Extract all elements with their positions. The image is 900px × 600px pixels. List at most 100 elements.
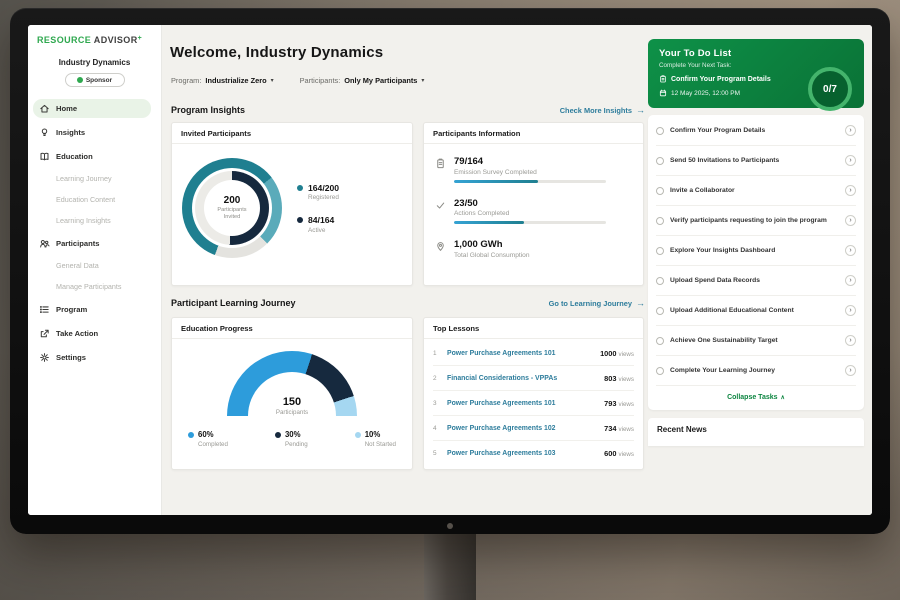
task-row[interactable]: Explore Your Insights Dashboard › [656, 236, 856, 267]
task-checkbox[interactable] [656, 186, 664, 195]
sidebar-item-program[interactable]: Program [28, 300, 161, 319]
legend-dot [297, 184, 303, 191]
sidebar-item-label: Learning Journey [56, 174, 112, 183]
sidebar-item-label: Education [56, 151, 93, 161]
lesson-title-link[interactable]: Financial Considerations - VPPAs [447, 374, 558, 382]
task-checkbox[interactable] [656, 126, 664, 135]
collapse-label: Collapse Tasks [727, 394, 778, 402]
task-checkbox[interactable] [656, 216, 664, 225]
lesson-title-link[interactable]: Power Purchase Agreements 101 [447, 399, 556, 407]
task-checkbox[interactable] [656, 276, 664, 285]
lesson-views: 793 views [604, 398, 634, 408]
task-checkbox[interactable] [656, 306, 664, 315]
task-checkbox[interactable] [656, 366, 664, 375]
task-chevron-icon[interactable]: › [845, 305, 856, 317]
task-checkbox[interactable] [656, 246, 664, 255]
sidebar-item-label: Education Content [56, 195, 116, 204]
sidebar-item-learning-insights[interactable]: Learning Insights [28, 213, 161, 229]
page-title: Welcome, Industry Dynamics [170, 44, 384, 61]
info-row-consumption: 1,000 GWh Total Global Consumption [434, 239, 633, 259]
lesson-row[interactable]: 1 Power Purchase Agreements 101 1000 view… [433, 341, 634, 366]
lesson-views: 600 views [604, 449, 634, 458]
todo-due-date-label: 12 May 2025, 12:00 PM [671, 89, 741, 97]
task-chevron-icon[interactable]: › [845, 335, 856, 347]
task-row[interactable]: Complete Your Learning Journey › [656, 356, 856, 387]
task-chevron-icon[interactable]: › [845, 155, 856, 167]
learning-journey-cards: Education Progress 150 Participants [171, 317, 644, 470]
sidebar-item-settings[interactable]: Settings [28, 348, 161, 367]
lesson-row[interactable]: 3 Power Purchase Agreements 101 793 views [433, 391, 634, 416]
filters-bar: Program: Industrialize Zero ▾ Participan… [171, 76, 424, 85]
task-row[interactable]: Send 50 Invitations to Participants › [656, 146, 856, 177]
collapse-tasks-link[interactable]: Collapse Tasks ∧ [656, 386, 856, 409]
monitor-bezel: RESOURCE ADVISOR+ Industry Dynamics Spon… [10, 8, 890, 534]
task-row[interactable]: Upload Spend Data Records › [656, 266, 856, 297]
lesson-row[interactable]: 5 Power Purchase Agreements 103 600 views [433, 441, 634, 466]
legend-label: Pending [284, 441, 308, 448]
sidebar-item-manage-participants[interactable]: Manage Participants [28, 279, 161, 295]
task-row[interactable]: Confirm Your Program Details › [656, 116, 856, 147]
card-title: Participants Information [424, 123, 643, 144]
lesson-row[interactable]: 4 Power Purchase Agreements 102 734 views [433, 416, 634, 441]
sidebar-item-education-content[interactable]: Education Content [28, 192, 161, 208]
go-to-learning-journey-link[interactable]: Go to Learning Journey → [549, 298, 645, 308]
sidebar-item-label: Insights [56, 127, 86, 137]
lesson-row[interactable]: 2 Financial Considerations - VPPAs 803 vi… [433, 366, 634, 391]
chevron-down-icon: ▾ [270, 78, 274, 84]
task-chevron-icon[interactable]: › [845, 245, 856, 257]
todo-progress-value: 0/7 [823, 83, 837, 95]
task-label: Verify participants requesting to join t… [670, 217, 827, 225]
card-title: Invited Participants [172, 123, 412, 144]
legend-value: 84/164 [308, 215, 335, 225]
legend-dot [274, 431, 281, 438]
lesson-title-link[interactable]: Power Purchase Agreements 101 [447, 349, 556, 357]
sidebar-item-education[interactable]: Education [28, 147, 161, 166]
sidebar-item-take-action[interactable]: Take Action [28, 324, 161, 343]
program-filter[interactable]: Program: Industrialize Zero ▾ [171, 76, 274, 85]
program-filter-value: Industrialize Zero [205, 76, 267, 85]
program-insights-header: Program Insights Check More Insights → [171, 105, 645, 115]
lesson-rank: 2 [433, 374, 437, 382]
program-insights-cards: Invited Participants 200 Participants In… [171, 122, 644, 286]
card-title: Education Progress [172, 318, 412, 339]
task-chevron-icon[interactable]: › [845, 125, 856, 137]
check-more-insights-link[interactable]: Check More Insights → [560, 105, 645, 115]
legend-label: Completed [198, 441, 228, 448]
participants-filter[interactable]: Participants: Only My Participants ▾ [300, 76, 425, 85]
task-row[interactable]: Verify participants requesting to join t… [656, 206, 856, 237]
sidebar-item-home[interactable]: Home [33, 98, 151, 118]
sidebar-item-label: Program [56, 304, 88, 314]
todo-next-task[interactable]: Confirm Your Program Details [659, 75, 799, 84]
progress-fill [454, 179, 538, 183]
lesson-rank: 3 [433, 399, 437, 407]
todo-progress-ring: 0/7 [808, 67, 852, 111]
sidebar-item-general-data[interactable]: General Data [28, 258, 161, 274]
logo-primary: RESOURCE [37, 35, 92, 45]
sponsor-badge[interactable]: Sponsor [64, 73, 125, 87]
lesson-title-link[interactable]: Power Purchase Agreements 103 [447, 450, 556, 457]
task-checkbox[interactable] [656, 156, 664, 165]
lesson-rank: 5 [433, 450, 437, 457]
todo-panel: Your To Do List Complete Your Next Task:… [648, 39, 864, 447]
sidebar-item-participants[interactable]: Participants [28, 234, 161, 253]
task-row[interactable]: Invite a Collaborator › [656, 176, 856, 207]
task-row[interactable]: Achieve One Sustainability Target › [656, 326, 856, 357]
main-content: Welcome, Industry Dynamics Program: Indu… [169, 25, 647, 515]
task-checkbox[interactable] [656, 336, 664, 345]
task-chevron-icon[interactable]: › [845, 365, 856, 377]
task-chevron-icon[interactable]: › [845, 215, 856, 227]
sidebar-nav: Home Insights Education Learning Journey [28, 96, 161, 369]
sidebar-item-label: Learning Insights [56, 216, 111, 225]
section-title: Participant Learning Journey [171, 298, 296, 308]
task-row[interactable]: Upload Additional Educational Content › [656, 296, 856, 327]
action-arrow-icon [39, 328, 50, 339]
task-chevron-icon[interactable]: › [845, 275, 856, 287]
lesson-title-link[interactable]: Power Purchase Agreements 102 [447, 424, 556, 432]
book-icon [39, 151, 50, 162]
sidebar-item-learning-journey[interactable]: Learning Journey [28, 171, 161, 187]
arrow-right-icon: → [636, 105, 645, 115]
task-chevron-icon[interactable]: › [845, 185, 856, 197]
sidebar-item-insights[interactable]: Insights [28, 123, 161, 142]
card-title: Top Lessons [424, 318, 643, 339]
